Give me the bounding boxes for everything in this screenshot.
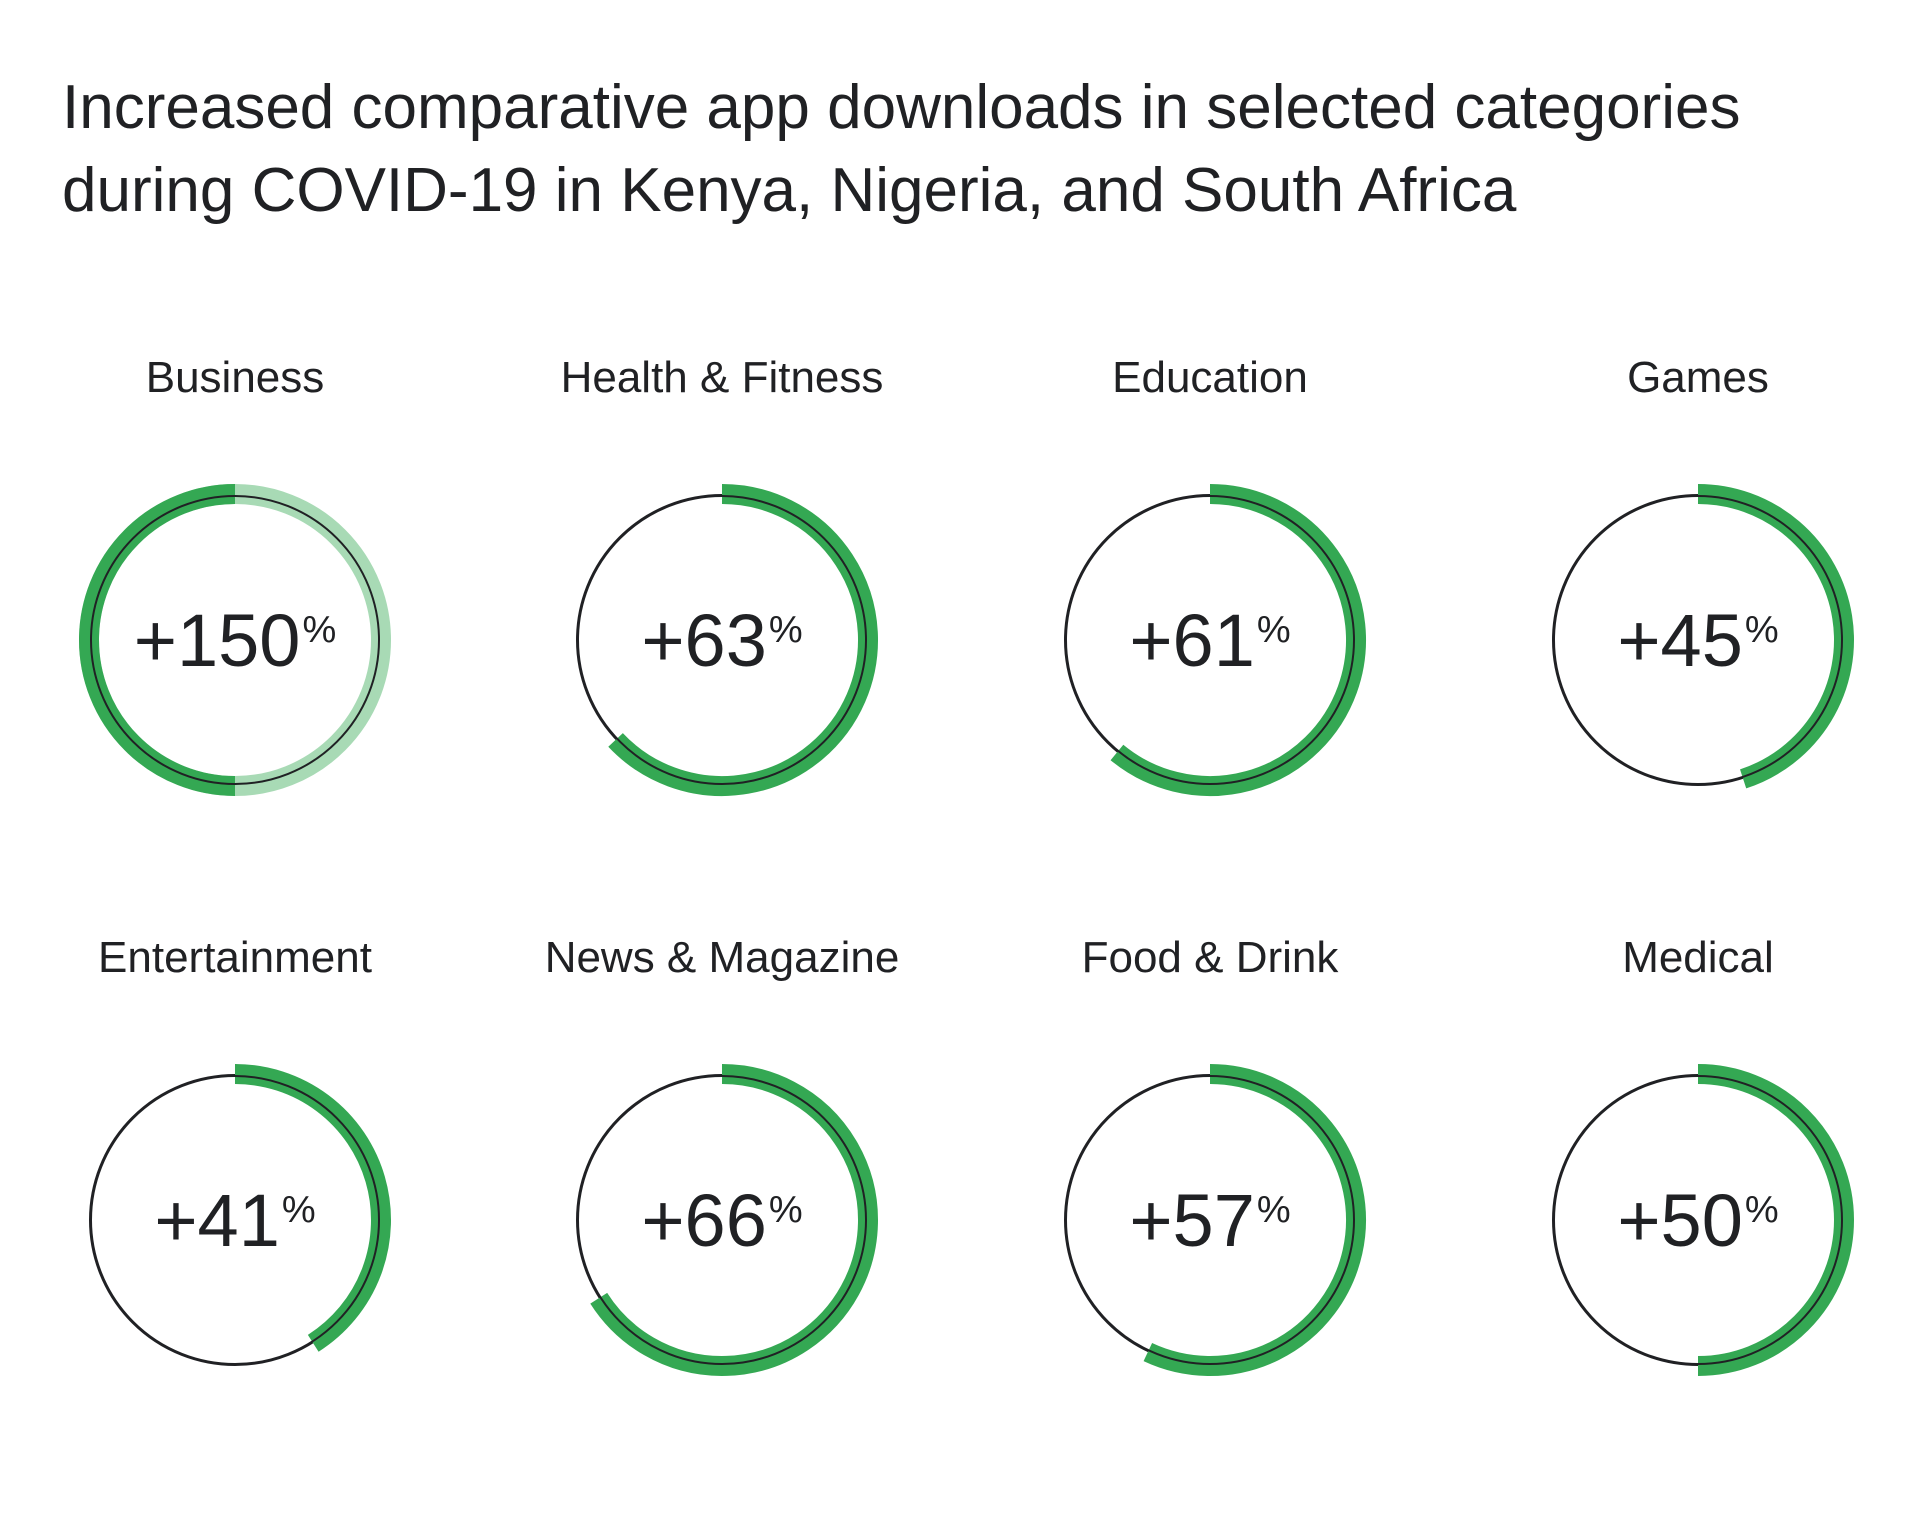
value-label: +63% [641, 598, 803, 682]
category-entertainment: Entertainment +41% [35, 930, 435, 1450]
progress-ring [79, 484, 391, 796]
progress-arc-lap-2 [79, 484, 236, 796]
progress-ring [1552, 484, 1854, 789]
value-label: +150% [133, 598, 337, 682]
progress-arc [608, 484, 878, 796]
chart-title-line-2: during COVID-19 in Kenya, Nigeria, and S… [62, 156, 1517, 225]
ring-inner-line [577, 495, 867, 785]
progress-ring [1064, 1064, 1366, 1376]
category-education: Education +61% [1010, 350, 1410, 870]
category-label: Health & Fitness [560, 353, 884, 402]
value-label: +41% [154, 1178, 316, 1262]
progress-arc [1697, 1064, 1854, 1376]
ring-inner-line [1065, 1075, 1355, 1365]
category-label: News & Magazine [544, 933, 900, 982]
value-number: +45 [1617, 598, 1743, 682]
category-business: Business +150% [35, 350, 435, 870]
chart-title: Increased comparative app downloads in s… [62, 66, 1862, 232]
progress-arc [1110, 484, 1367, 796]
progress-ring [89, 1064, 391, 1366]
chart-title-line-1: Increased comparative app downloads in s… [62, 73, 1741, 142]
value-label: +45% [1617, 598, 1779, 682]
category-label: Business [145, 353, 325, 402]
category-health-fitness: Health & Fitness +63% [522, 350, 922, 870]
category-label: Medical [1622, 933, 1774, 982]
ring-inner-line [1553, 495, 1843, 785]
category-label: Education [1112, 353, 1308, 402]
value-label: +57% [1129, 1178, 1291, 1262]
category-label: Games [1627, 353, 1769, 402]
progress-ring [1064, 484, 1367, 796]
value-number: +66 [641, 1178, 767, 1262]
category-news-magazine: News & Magazine +66% [522, 930, 922, 1450]
category-games: Games +45% [1498, 350, 1898, 870]
progress-ring [576, 484, 878, 796]
progress-arc [590, 1064, 878, 1376]
category-label: Food & Drink [1081, 933, 1339, 982]
value-number: +63 [641, 598, 767, 682]
value-number: +41 [154, 1178, 280, 1262]
value-number: +57 [1129, 1178, 1255, 1262]
value-number: +50 [1617, 1178, 1743, 1262]
value-number: +61 [1129, 598, 1255, 682]
category-label: Entertainment [98, 933, 372, 982]
category-medical: Medical +50% [1498, 930, 1898, 1450]
value-label: +50% [1617, 1178, 1779, 1262]
progress-ring [576, 1064, 878, 1376]
progress-ring [1552, 1064, 1854, 1376]
ring-inner-line [1553, 1075, 1843, 1365]
value-number: +150 [133, 598, 301, 682]
ring-inner-line [90, 1075, 380, 1365]
ring-inner-line [1065, 495, 1355, 785]
progress-arc [234, 1064, 391, 1352]
progress-arc [1697, 484, 1854, 789]
progress-arc [1143, 1064, 1366, 1376]
value-label: +66% [641, 1178, 803, 1262]
category-food-drink: Food & Drink +57% [1010, 930, 1410, 1450]
value-label: +61% [1129, 598, 1291, 682]
ring-inner-line [90, 495, 380, 785]
ring-inner-line [577, 1075, 867, 1365]
